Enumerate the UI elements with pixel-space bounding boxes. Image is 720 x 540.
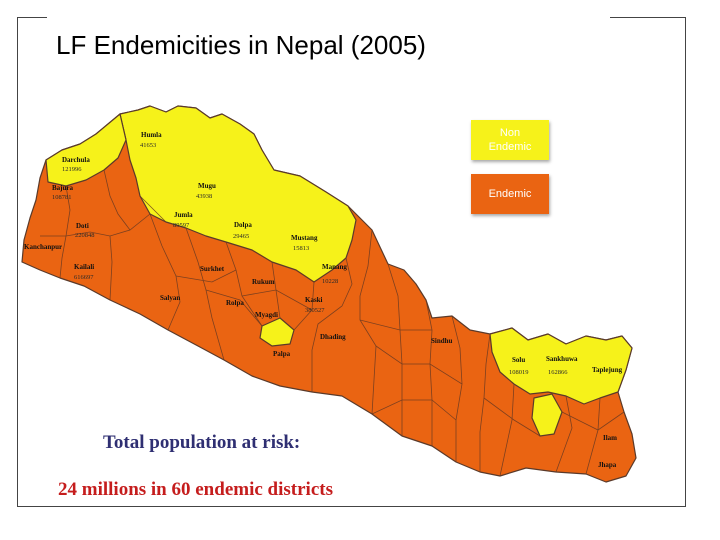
district-label-solu-population: 108019	[509, 369, 529, 376]
district-label-sindhu-name: Sindhu	[431, 337, 453, 345]
district-label-humla-population: 41653	[140, 142, 156, 149]
frame-bottom-line	[17, 506, 686, 507]
legend-non-endemic-line1: Non	[499, 127, 521, 139]
district-label-kaski-name: Kaski	[305, 296, 323, 304]
district-label-taplejung-name: Taplejung	[592, 366, 623, 374]
non-endemic-region-southeast	[531, 393, 563, 437]
district-label-rukum-name: Rukum	[252, 278, 275, 286]
district-label-dolpa-name: Dolpa	[234, 221, 252, 229]
district-label-surkhet-name: Surkhet	[200, 265, 225, 273]
district-label-kailali-population: 616697	[74, 274, 94, 281]
district-label-mugu-population: 43938	[196, 193, 212, 200]
district-label-darchula-population: 121996	[62, 166, 82, 173]
district-label-kaski-population: 380527	[305, 307, 325, 314]
district-label-palpa-name: Palpa	[273, 350, 291, 358]
district-label-jumla-population: 89597	[173, 222, 190, 229]
district-label-manang-name: Manang	[322, 263, 347, 271]
district-label-dolpa-population: 29465	[233, 233, 249, 240]
district-label-kailali-name: Kailali	[74, 263, 94, 271]
non-endemic-region-east	[489, 327, 633, 405]
district-label-humla-name: Humla	[141, 131, 162, 139]
slide-title: LF Endemicities in Nepal (2005)	[56, 30, 426, 60]
district-label-ilam-name: Ilam	[603, 434, 617, 442]
district-label-bajura-name: Bajura	[52, 184, 74, 192]
district-label-mustang-population: 15813	[293, 245, 309, 252]
district-label-myagdi-name: Myagdi	[255, 311, 278, 319]
district-boundaries	[40, 169, 625, 477]
frame-top-right-line	[610, 17, 686, 18]
district-label-kanchanpur-name: Kanchanpur	[24, 243, 62, 251]
district-label-mugu-name: Mugu	[198, 182, 216, 190]
frame-top-left-line	[17, 17, 47, 18]
district-label-doti-population: 220848	[75, 232, 95, 239]
frame-left-line	[17, 17, 18, 507]
district-label-jhapa-name: Jhapa	[598, 461, 617, 469]
district-label-manang-population: 10228	[322, 278, 338, 285]
legend-non-endemic: Non Endemic	[471, 120, 549, 160]
legend-non-endemic-line2: Endemic	[488, 141, 532, 153]
district-labels: Humla 41653 Mugu 43938 Jumla 89597 Dolpa…	[24, 131, 623, 469]
district-label-sankhuwa-population: 162866	[548, 369, 568, 376]
non-endemic-region-northwest	[119, 105, 357, 283]
district-label-doti-name: Doti	[76, 222, 89, 230]
district-label-darchula-name: Darchula	[62, 156, 90, 164]
district-label-jumla-name: Jumla	[174, 211, 193, 219]
district-label-solu-name: Solu	[512, 356, 525, 364]
population-at-risk-heading: Total population at risk:	[103, 432, 301, 453]
legend-endemic-label: Endemic	[488, 188, 532, 200]
frame-right-line	[685, 17, 686, 507]
district-label-rolpa-name: Rolpa	[226, 299, 244, 307]
district-label-sankhuwa-name: Sankhuwa	[546, 355, 578, 363]
district-label-dhading-name: Dhading	[320, 333, 346, 341]
endemic-districts-summary: 24 millions in 60 endemic districts	[58, 479, 333, 500]
district-label-salyan-name: Salyan	[160, 294, 180, 302]
district-label-mustang-name: Mustang	[291, 234, 318, 242]
legend-endemic: Endemic	[471, 174, 549, 214]
district-label-bajura-population: 108781	[52, 194, 72, 201]
